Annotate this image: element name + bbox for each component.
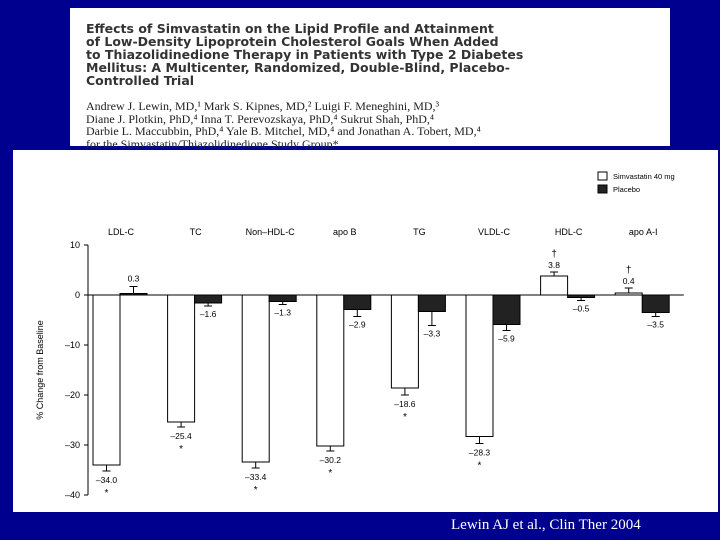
placebo-bar xyxy=(119,293,148,296)
simvastatin-value-label: –18.6 xyxy=(394,399,416,409)
simvastatin-value-label: –28.3 xyxy=(469,448,491,458)
simvastatin-value-label: 0.4 xyxy=(623,276,635,286)
category-label: apo B xyxy=(333,227,357,237)
simvastatin-bar xyxy=(167,294,196,423)
category-label: LDL-C xyxy=(108,227,135,237)
y-tick-label: 10 xyxy=(70,240,80,250)
placebo-bar xyxy=(343,294,372,310)
y-axis-label: % Change from Baseline xyxy=(35,320,45,420)
placebo-value-label: –3.5 xyxy=(647,320,664,330)
placebo-value-label: –2.9 xyxy=(349,320,366,330)
simvastatin-bar xyxy=(92,294,121,466)
category-label: VLDL-C xyxy=(478,227,511,237)
category-label: TG xyxy=(413,227,426,237)
legend-swatch-simvastatin xyxy=(597,171,608,181)
y-tick-label: –20 xyxy=(65,390,80,400)
placebo-value-label: 0.3 xyxy=(128,274,140,284)
simvastatin-bar xyxy=(614,292,643,296)
placebo-value-label: –1.3 xyxy=(274,308,291,318)
placebo-bar xyxy=(268,294,297,302)
simvastatin-value-label: –30.2 xyxy=(320,455,342,465)
y-tick-label: –40 xyxy=(65,490,80,500)
category-label: HDL-C xyxy=(555,227,583,237)
simvastatin-value-label: –25.4 xyxy=(170,431,192,441)
category-label: apo A-I xyxy=(629,227,658,237)
significance-marker: † xyxy=(626,265,632,276)
citation: Lewin AJ et al., Clin Ther 2004 xyxy=(451,517,641,533)
category-label: TC xyxy=(190,227,202,237)
significance-marker: * xyxy=(478,461,482,472)
article-title-panel: Effects of Simvastatin on the Lipid Prof… xyxy=(70,8,670,150)
simvastatin-value-label: –33.4 xyxy=(245,472,267,482)
bar-chart: 10 0 –10 –20 –30 –40 % Change from Baseline LDL… xyxy=(35,171,684,500)
simvastatin-value-label: –34.0 xyxy=(96,475,118,485)
simvastatin-value-label: 3.8 xyxy=(548,260,560,270)
placebo-bar xyxy=(567,294,596,298)
y-tick-label: –10 xyxy=(65,340,80,350)
article-authors: Andrew J. Lewin, MD,¹ Mark S. Kipnes, MD… xyxy=(86,99,481,151)
simvastatin-bar xyxy=(390,294,419,389)
placebo-bar xyxy=(641,294,670,313)
y-tick-label: 0 xyxy=(75,290,80,300)
significance-marker: * xyxy=(105,488,109,499)
significance-marker: * xyxy=(179,444,183,455)
legend-swatch-placebo xyxy=(597,184,608,194)
placebo-bar xyxy=(417,294,446,312)
placebo-value-label: –0.5 xyxy=(573,304,590,314)
significance-marker: * xyxy=(254,485,258,496)
simvastatin-bar xyxy=(241,294,270,463)
significance-marker: * xyxy=(403,412,407,423)
article-title: Effects of Simvastatin on the Lipid Prof… xyxy=(86,21,524,88)
simvastatin-bar xyxy=(316,294,345,447)
placebo-value-label: –1.6 xyxy=(200,309,217,319)
placebo-bar xyxy=(492,294,521,325)
placebo-bar xyxy=(194,294,223,304)
legend-label-simvastatin: Simvastatin 40 mg xyxy=(613,172,675,181)
category-label: Non–HDL-C xyxy=(246,227,296,237)
simvastatin-bar xyxy=(465,294,494,437)
placebo-value-label: –3.3 xyxy=(424,329,441,339)
chart-panel: 10 0 –10 –20 –30 –40 % Change from Baseline LDL… xyxy=(13,150,718,512)
simvastatin-bar xyxy=(540,275,569,296)
y-tick-label: –30 xyxy=(65,440,80,450)
significance-marker: * xyxy=(328,468,332,479)
legend-label-placebo: Placebo xyxy=(613,185,640,194)
significance-marker: † xyxy=(551,249,557,260)
placebo-value-label: –5.9 xyxy=(498,334,515,344)
